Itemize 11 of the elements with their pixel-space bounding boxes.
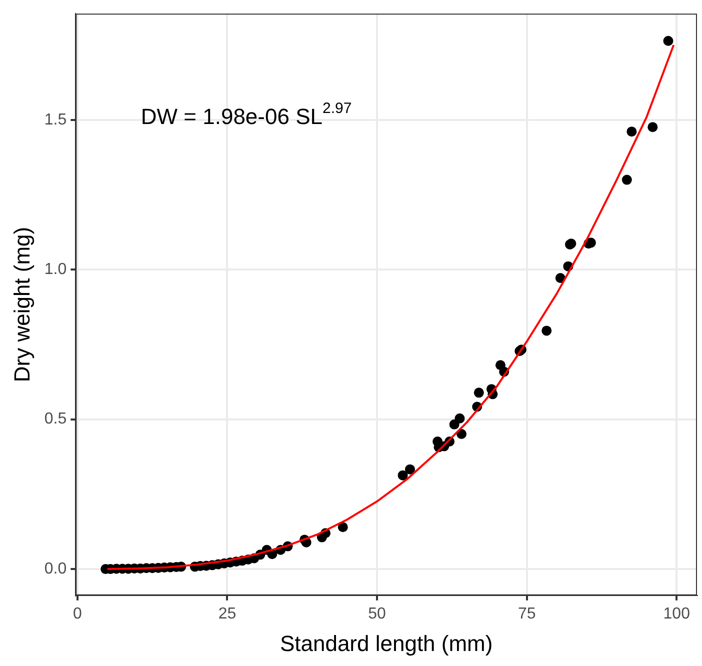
x-tick-label: 100 [663, 605, 690, 622]
x-tick-label: 50 [368, 605, 386, 622]
x-axis-title: Standard length (mm) [280, 630, 493, 656]
x-tick-label: 25 [218, 605, 236, 622]
y-axis-title: Dry weight (mg) [9, 226, 34, 382]
x-tick-label: 75 [518, 605, 536, 622]
x-tick-label: 0 [72, 605, 82, 622]
y-tick-label: 1.0 [44, 261, 67, 278]
y-tick-label: 0.0 [44, 560, 67, 578]
y-tick-label: 0.5 [44, 410, 67, 428]
y-tick-label: 1.5 [44, 111, 67, 128]
